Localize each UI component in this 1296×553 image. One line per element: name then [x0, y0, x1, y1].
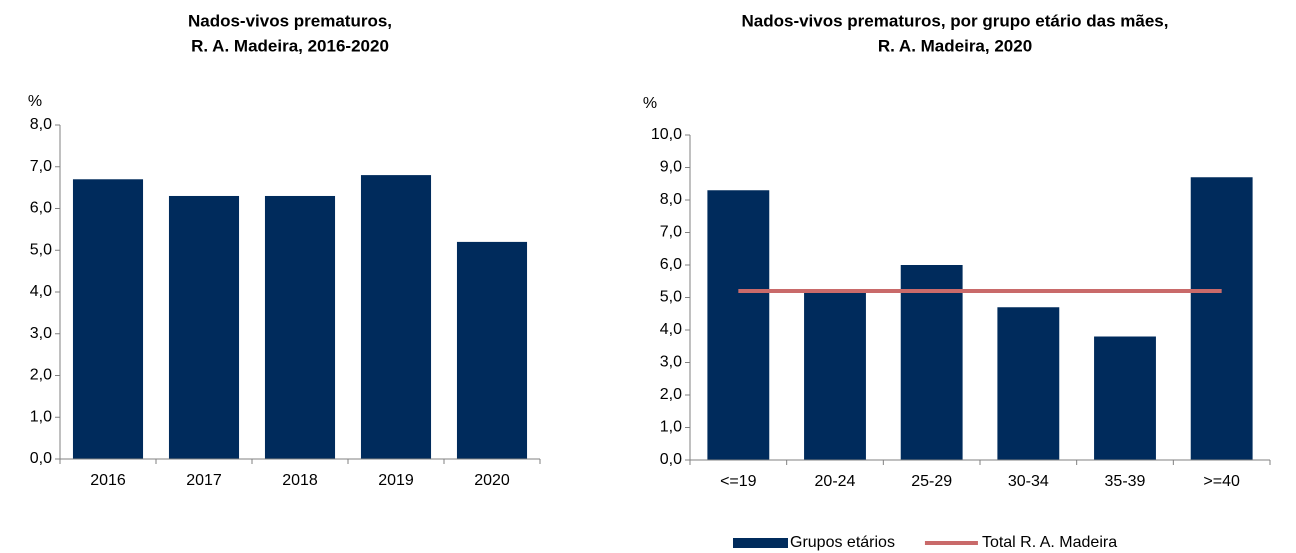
x-tick-label: 25-29	[911, 473, 952, 490]
y-tick-label: 4,0	[30, 283, 52, 300]
y-tick-label: 9,0	[660, 159, 682, 176]
y-tick-label: 0,0	[30, 450, 52, 467]
bar	[264, 195, 336, 459]
y-tick-label: 8,0	[30, 116, 52, 133]
chart-title: Nados-vivos prematuros,	[188, 11, 392, 30]
bar	[707, 190, 770, 460]
x-tick-label: 2016	[90, 472, 126, 489]
x-tick-label: 2017	[186, 472, 222, 489]
x-tick-label: <=19	[720, 473, 757, 490]
legend-swatch	[733, 538, 788, 548]
y-tick-label: 6,0	[30, 200, 52, 217]
y-tick-label: 2,0	[30, 367, 52, 384]
bar	[456, 241, 528, 459]
x-tick-label: 2018	[282, 472, 318, 489]
y-axis-label: %	[643, 95, 657, 112]
y-tick-label: 1,0	[660, 419, 682, 436]
y-tick-label: 3,0	[30, 325, 52, 342]
y-tick-label: 10,0	[651, 126, 682, 143]
bar	[360, 175, 432, 459]
y-axis-label: %	[28, 93, 42, 110]
chart-title: Nados-vivos prematuros, por grupo etário…	[741, 11, 1168, 30]
bar	[72, 179, 144, 459]
legend-label: Grupos etários	[790, 534, 895, 551]
bar	[1094, 336, 1156, 460]
x-tick-label: 30-34	[1008, 473, 1049, 490]
y-tick-label: 4,0	[660, 321, 682, 338]
y-tick-label: 5,0	[30, 241, 52, 258]
y-tick-label: 0,0	[660, 451, 682, 468]
y-tick-label: 2,0	[660, 386, 682, 403]
y-tick-label: 6,0	[660, 256, 682, 273]
y-tick-label: 1,0	[30, 408, 52, 425]
y-tick-label: 3,0	[660, 354, 682, 371]
x-tick-label: 2020	[474, 472, 510, 489]
chart-title: R. A. Madeira, 2020	[878, 36, 1032, 55]
y-tick-label: 8,0	[660, 191, 682, 208]
x-tick-label: 35-39	[1105, 473, 1146, 490]
bar	[997, 307, 1060, 460]
legend-label: Total R. A. Madeira	[982, 534, 1117, 551]
y-tick-label: 5,0	[660, 289, 682, 306]
x-tick-label: 2019	[378, 472, 414, 489]
bar	[1190, 177, 1253, 460]
y-tick-label: 7,0	[30, 158, 52, 175]
chart-title: R. A. Madeira, 2016-2020	[191, 36, 389, 55]
bar	[900, 265, 963, 460]
bar	[804, 291, 866, 460]
x-tick-label: 20-24	[815, 473, 856, 490]
x-tick-label: >=40	[1203, 473, 1240, 490]
y-tick-label: 7,0	[660, 224, 682, 241]
bar	[168, 195, 240, 459]
